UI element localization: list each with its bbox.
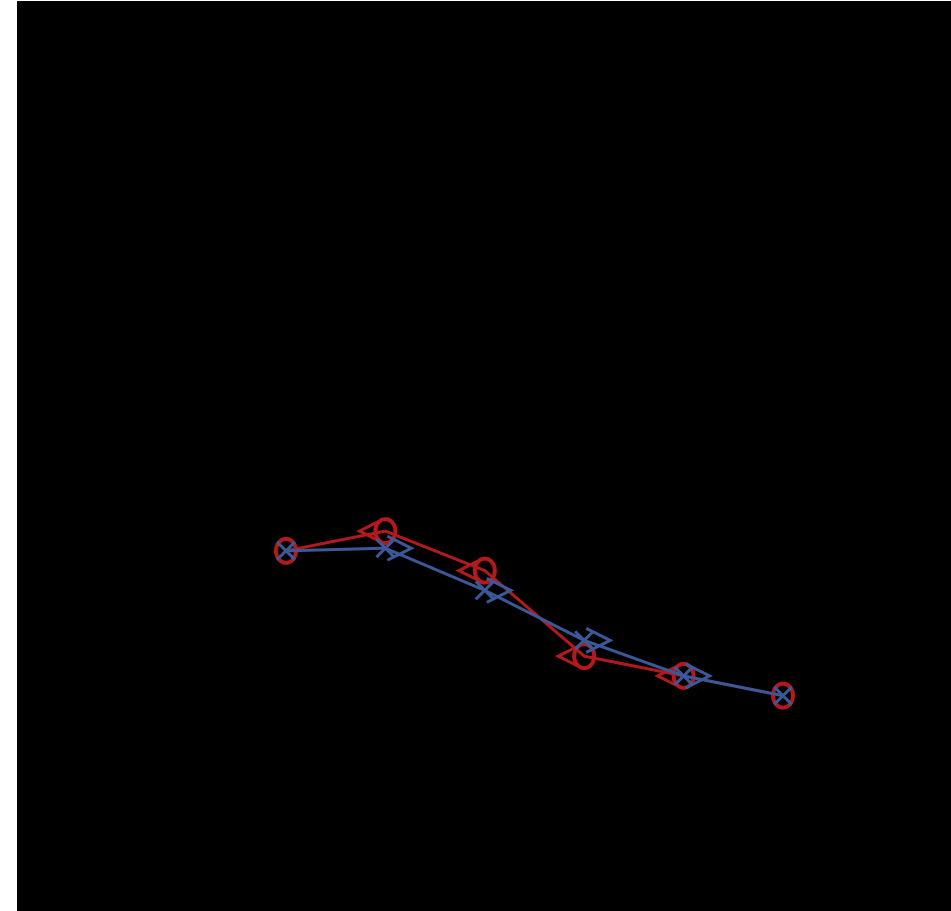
- series-1-triangle-marker: [356, 517, 385, 545]
- series-1-point: [472, 556, 497, 585]
- series-1-point: [373, 517, 398, 546]
- series-1-line: [285, 529, 784, 698]
- series-2-point: [772, 685, 794, 706]
- plot-area: [17, 1, 951, 911]
- series-2-point: [275, 540, 297, 561]
- series-2-line: [285, 546, 784, 698]
- series-1-point: [671, 661, 696, 690]
- series-2-point: [673, 665, 694, 686]
- series-1-point: [771, 681, 795, 710]
- series-2-point: [474, 580, 495, 601]
- series-1-point: [572, 642, 597, 671]
- series-2-point: [574, 630, 595, 651]
- series-2-point: [375, 538, 396, 559]
- series-1-triangle-marker: [455, 557, 484, 584]
- series-1-triangle-marker: [554, 642, 583, 670]
